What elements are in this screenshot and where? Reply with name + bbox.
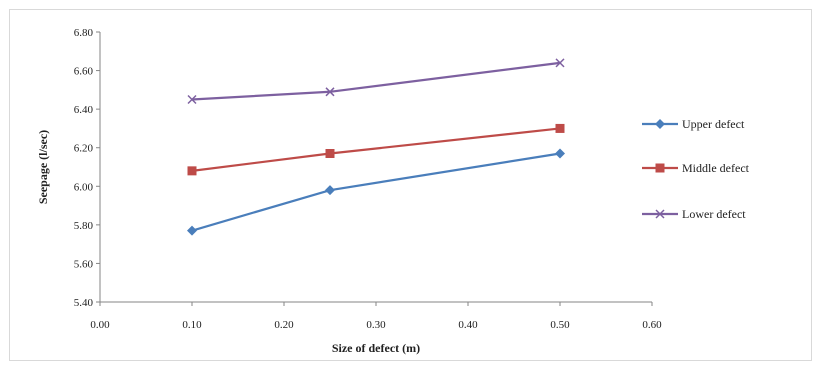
- x-axis-label: Size of defect (m): [332, 341, 420, 355]
- tick-labels: 5.40 5.60 5.80 6.00 6.20 6.40 6.60 6.80 0.00 0.10…: [74, 27, 662, 331]
- y-tick-label: 6.80: [74, 27, 94, 39]
- series-layer: [187, 58, 565, 236]
- x-tick-label: 0.50: [550, 319, 570, 331]
- legend-swatch-marker: [655, 163, 665, 173]
- series-line-upper-defect: [191, 152, 561, 232]
- y-tick-label: 5.40: [74, 297, 94, 309]
- x-tick-label: 0.00: [90, 319, 110, 331]
- legend-label: Upper defect: [682, 117, 745, 131]
- data-point-middle-defect: [555, 123, 565, 133]
- legend-entry-middle-defect: Middle defect: [642, 161, 750, 175]
- data-point-lower-defect: [555, 58, 565, 68]
- y-tick-label: 6.00: [74, 181, 94, 193]
- legend-swatch-marker: [655, 119, 665, 129]
- y-tick-label: 5.60: [74, 258, 94, 270]
- y-tick-label: 5.80: [74, 220, 94, 232]
- legend-entry-upper-defect: Upper defect: [642, 117, 745, 131]
- axes: [96, 31, 653, 306]
- legend-swatch-marker: [655, 209, 665, 219]
- y-tick-label: 6.20: [74, 143, 94, 155]
- data-point-middle-defect: [187, 166, 197, 176]
- y-tick-label: 6.40: [74, 104, 94, 116]
- legend: Upper defect Middle defect Lower defect: [642, 117, 750, 221]
- legend-label: Middle defect: [682, 161, 750, 175]
- x-tick-label: 0.60: [642, 319, 662, 331]
- data-point-upper-defect: [555, 148, 565, 159]
- x-tick-label: 0.10: [182, 319, 202, 331]
- data-point-upper-defect: [325, 185, 335, 196]
- data-point-upper-defect: [187, 225, 197, 236]
- series-line-lower-defect: [191, 61, 561, 101]
- x-tick-label: 0.20: [274, 319, 294, 331]
- legend-label: Lower defect: [682, 207, 746, 221]
- x-tick-label: 0.40: [458, 319, 478, 331]
- data-point-middle-defect: [325, 149, 335, 158]
- y-axis-label: Seepage (l/sec): [36, 130, 50, 204]
- legend-entry-lower-defect: Lower defect: [642, 207, 746, 221]
- series-line-middle-defect: [191, 127, 561, 172]
- y-tick-label: 6.60: [74, 66, 94, 78]
- data-point-lower-defect: [187, 94, 197, 105]
- x-tick-label: 0.30: [366, 319, 386, 331]
- data-point-lower-defect: [325, 87, 335, 97]
